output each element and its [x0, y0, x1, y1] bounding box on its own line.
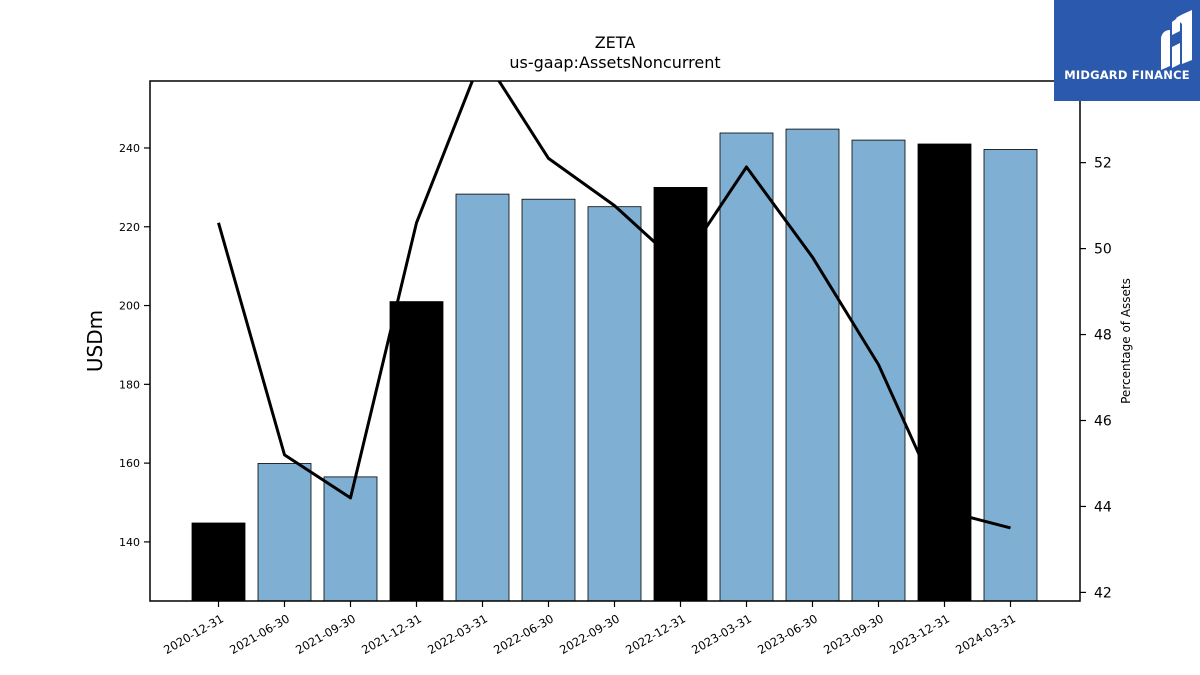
x-tick-label: 2021-06-30 [227, 611, 292, 657]
y2-tick-label: 42 [1094, 585, 1112, 601]
percentage-line [217, 81, 1011, 530]
x-tick-label: 2022-09-30 [557, 611, 622, 657]
bar [257, 463, 312, 602]
bar [587, 206, 642, 602]
x-tick-label: 2023-09-30 [821, 611, 886, 657]
y-axis-label: USDm [83, 310, 107, 372]
bar [917, 143, 972, 602]
x-tick-label: 2023-03-31 [689, 611, 754, 657]
bar [653, 186, 708, 602]
bar [191, 522, 246, 602]
y-tick-label: 140 [119, 536, 140, 549]
bar [785, 128, 840, 602]
x-tick-label: 2023-12-31 [887, 611, 952, 657]
y2-axis-label: Percentage of Assets [1119, 278, 1133, 404]
bar [983, 149, 1038, 602]
y2-tick-label: 44 [1094, 499, 1112, 515]
y-tick-label: 220 [119, 221, 140, 234]
chart-title: ZETA [595, 33, 636, 52]
x-tick-label: 2021-09-30 [293, 611, 358, 657]
bar [719, 132, 774, 602]
bar [521, 198, 576, 602]
right-axis: 42 44 46 48 50 52 [1080, 156, 1112, 601]
midgard-logo-icon [1161, 10, 1192, 70]
y-tick-label: 160 [119, 457, 140, 470]
y2-tick-label: 50 [1094, 242, 1112, 258]
chart-subtitle: us-gaap:AssetsNoncurrent [509, 53, 720, 72]
y2-tick-label: 52 [1094, 156, 1112, 172]
bar [851, 139, 906, 602]
y-tick-label: 200 [119, 300, 140, 313]
x-tick-label: 2022-06-30 [491, 611, 556, 657]
x-tick-label: 2022-12-31 [623, 611, 688, 657]
line-group [217, 81, 1011, 530]
left-axis: 140 160 180 200 220 240 [119, 142, 150, 549]
x-tick-label: 2021-12-31 [359, 611, 424, 657]
y2-tick-label: 48 [1094, 328, 1112, 344]
y-tick-label: 180 [119, 378, 140, 391]
x-axis: 2020-12-31 2021-06-30 2021-09-30 2021-12-31… [161, 601, 1018, 657]
brand-logo: MIDGARD FINANCE [1054, 0, 1200, 101]
bar-group [191, 128, 1038, 602]
brand-name: MIDGARD FINANCE [1064, 68, 1190, 82]
x-tick-label: 2023-06-30 [755, 611, 820, 657]
x-tick-label: 2022-03-31 [425, 611, 490, 657]
y-tick-label: 240 [119, 142, 140, 155]
bar [389, 301, 444, 602]
bar [455, 193, 510, 602]
x-tick-label: 2020-12-31 [161, 611, 226, 657]
y2-tick-label: 46 [1094, 414, 1112, 430]
x-tick-label: 2024-03-31 [953, 611, 1018, 657]
